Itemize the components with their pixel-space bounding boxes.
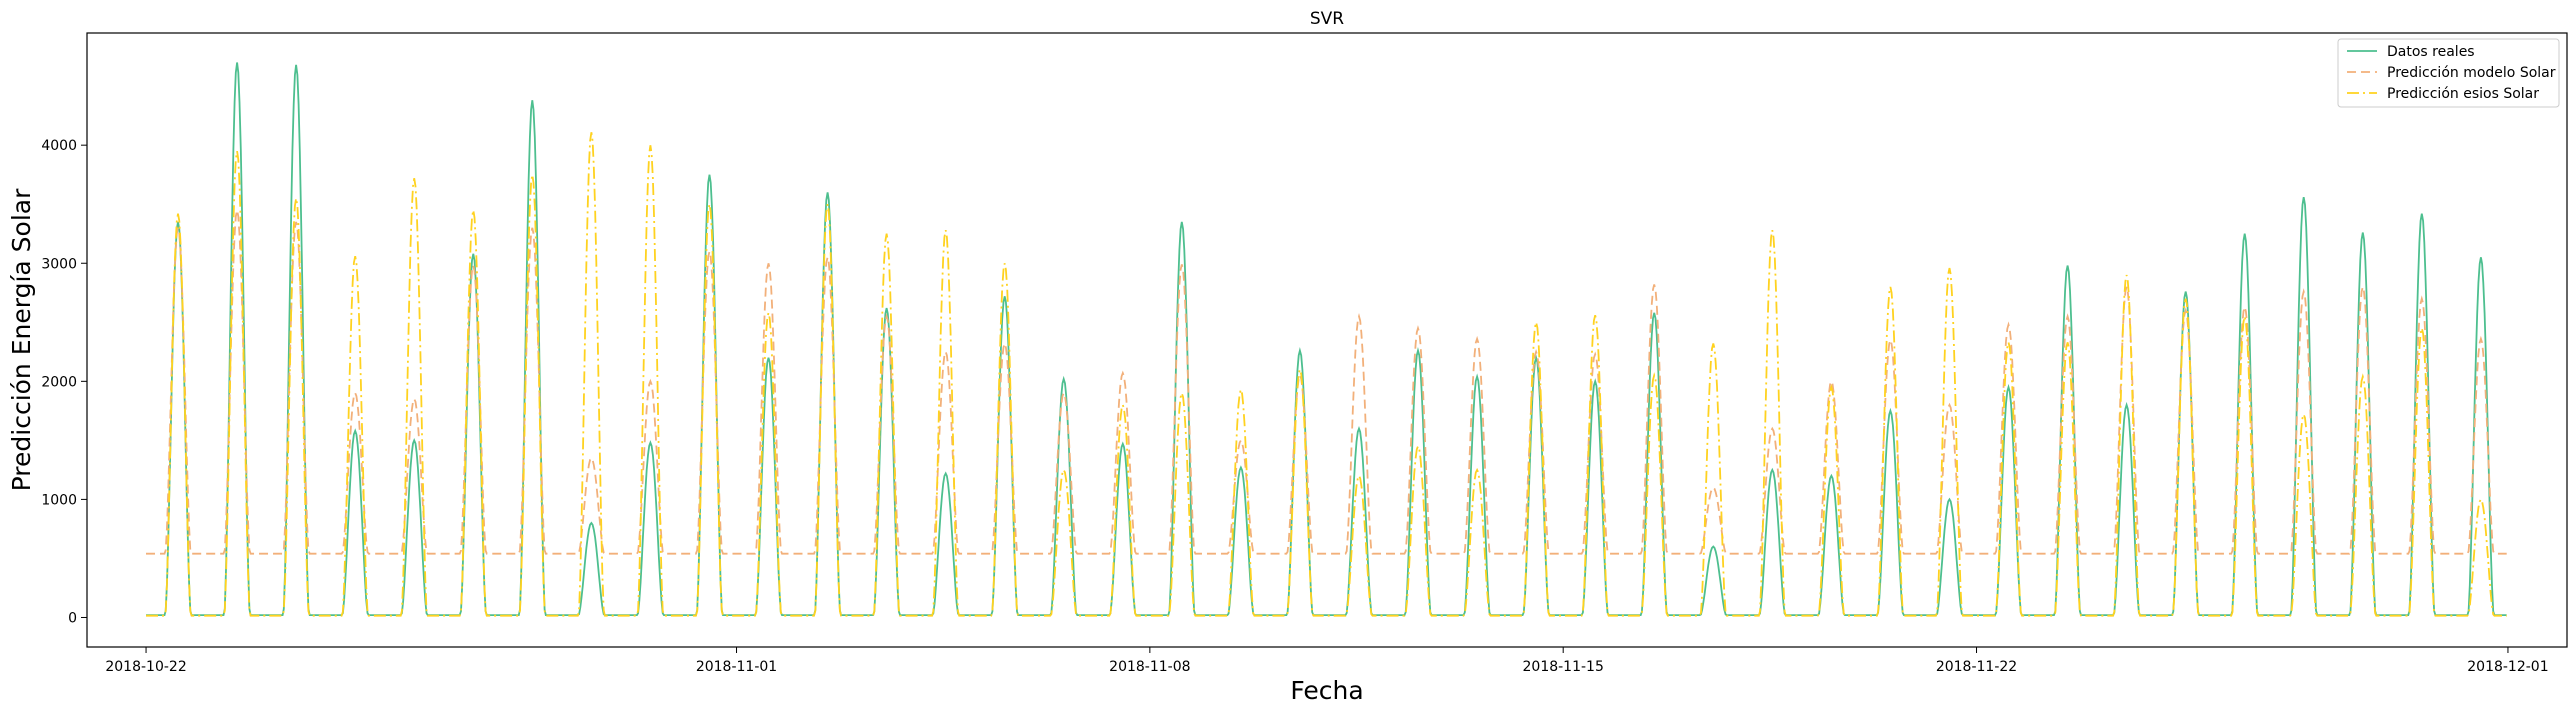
legend-label-prediccion-modelo: Predicción modelo Solar	[2387, 65, 2556, 81]
x-tick-label: 2018-12-01	[2467, 659, 2548, 675]
y-tick-label: 2000	[41, 374, 77, 390]
x-tick-label: 2018-10-22	[105, 659, 186, 675]
y-tick-label: 1000	[41, 492, 77, 508]
y-tick-label: 3000	[41, 256, 77, 272]
legend-label-datos-reales: Datos reales	[2387, 44, 2475, 60]
x-tick-label: 2018-11-08	[1109, 659, 1190, 675]
legend-frame	[2337, 38, 2560, 108]
x-axis: 2018-10-22 2018-11-01 2018-11-08 2018-11-15…	[105, 647, 2549, 675]
plot-frame	[86, 32, 2568, 648]
series-layer	[146, 62, 2507, 617]
legend: Datos reales Predicción modelo Solar Pre…	[2337, 38, 2560, 108]
series-line-0	[146, 62, 2507, 616]
x-tick-label: 2018-11-15	[1523, 659, 1604, 675]
y-axis: 0 1000 2000 3000 4000	[41, 138, 87, 626]
series-line-2	[146, 132, 2507, 617]
y-axis-label: Predicción Energía Solar	[7, 188, 36, 491]
x-tick-label: 2018-11-01	[696, 659, 777, 675]
y-tick-label: 4000	[41, 138, 77, 154]
x-axis-label: Fecha	[1290, 676, 1363, 705]
x-tick-label: 2018-11-22	[1936, 659, 2017, 675]
y-tick-label: 0	[68, 610, 77, 626]
series-line-1	[146, 209, 2507, 555]
chart-title: SVR	[1310, 9, 1344, 29]
legend-label-prediccion-esios: Predicción esios Solar	[2387, 86, 2539, 102]
